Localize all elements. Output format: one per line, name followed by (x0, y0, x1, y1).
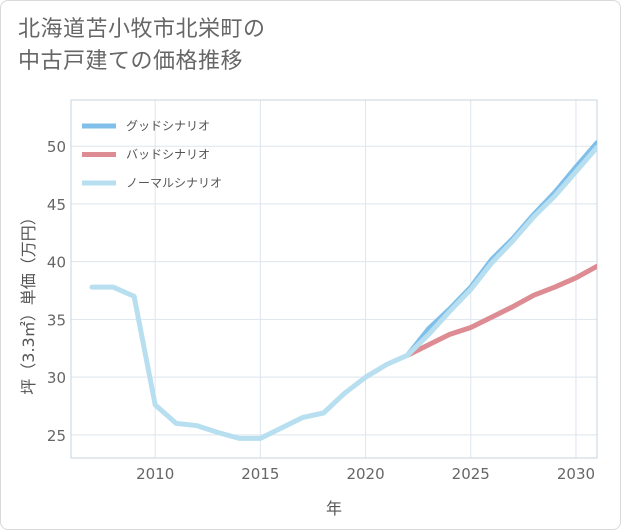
title-line-1: 北海道苫小牧市北栄町の (18, 17, 266, 42)
x-axis-label: 年 (326, 499, 342, 518)
chart-title: 北海道苫小牧市北栄町の 中古戸建ての価格推移 (18, 14, 266, 78)
y-tick-label: 25 (47, 427, 66, 445)
y-tick-label: 40 (47, 254, 66, 272)
x-tick-label: 2020 (346, 465, 384, 483)
legend-label: ノーマルシナリオ (126, 176, 222, 190)
legend-label: グッドシナリオ (126, 119, 210, 133)
y-tick-label: 30 (47, 369, 66, 387)
legend-item-3[interactable]: ノーマルシナリオ (82, 176, 222, 190)
series-lines (89, 140, 597, 441)
y-tick-label: 45 (47, 196, 66, 214)
series-line-2 (405, 263, 597, 358)
title-line-2: 中古戸建ての価格推移 (18, 49, 244, 74)
legend-item-1[interactable]: グッドシナリオ (82, 119, 210, 133)
x-tick-label: 2030 (557, 465, 595, 483)
series-line-3 (89, 144, 597, 441)
plot-border (70, 99, 598, 459)
legend-label: バッドシナリオ (126, 148, 210, 162)
legend-item-2[interactable]: バッドシナリオ (82, 148, 210, 162)
plot-frame (70, 99, 598, 459)
y-tick-label: 35 (47, 311, 66, 329)
x-tick-labels: 2010 2015 2020 2025 2030 (136, 465, 595, 483)
x-tick-label: 2015 (241, 465, 279, 483)
y-tick-label: 50 (47, 138, 66, 156)
y-tick-labels: 25 30 35 40 45 50 (47, 138, 66, 445)
x-tick-label: 2025 (452, 465, 490, 483)
y-axis-label: 坪（3.3㎡）単価（万円） (19, 209, 38, 394)
x-tick-label: 2010 (136, 465, 174, 483)
